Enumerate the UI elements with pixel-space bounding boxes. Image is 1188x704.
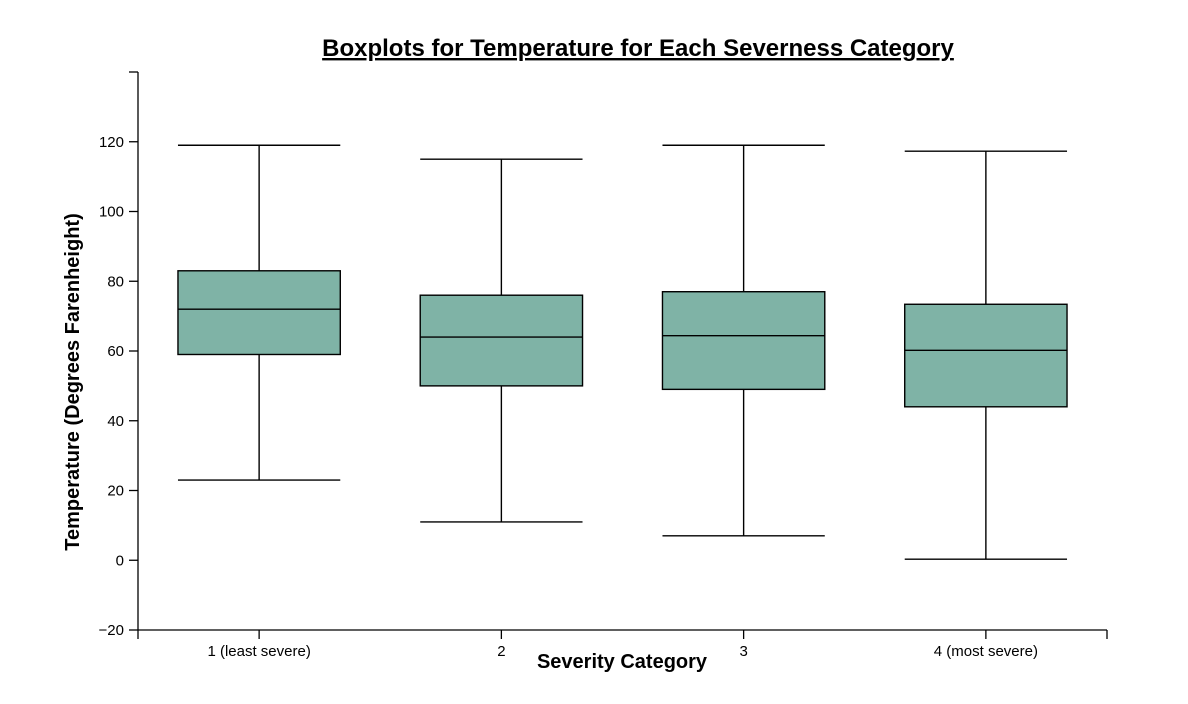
iqr-box	[661, 291, 826, 391]
chart-title: Boxplots for Temperature for Each Severn…	[322, 35, 954, 62]
box-group	[419, 158, 584, 523]
y-tick-label: 0	[116, 552, 124, 569]
y-axis-title: Temperature (Degrees Farenheight)	[62, 213, 84, 551]
y-tick-label: 20	[107, 483, 124, 500]
box-group	[904, 150, 1068, 560]
x-tick-label: 3	[739, 643, 747, 660]
x-axis: 1 (least severe) 2 3 4 (most severe)	[137, 629, 1108, 660]
iqr-box	[419, 294, 584, 387]
iqr-box	[904, 303, 1068, 408]
boxes	[177, 144, 1068, 560]
y-tick-label: 60	[107, 343, 124, 360]
y-tick-label: −20	[99, 622, 124, 639]
y-tick-label: 120	[99, 134, 124, 151]
box-group	[177, 144, 341, 481]
y-axis: −20 0 20 40 60 80 100 120	[99, 71, 139, 639]
x-tick-label: 2	[497, 643, 505, 660]
y-tick-label: 80	[107, 273, 124, 290]
iqr-box	[177, 270, 341, 356]
y-tick-label: 100	[99, 204, 124, 221]
x-tick-label: 1 (least severe)	[207, 643, 310, 660]
x-tick-label: 4 (most severe)	[934, 643, 1038, 660]
box-group	[661, 144, 826, 537]
y-tick-label: 40	[107, 413, 124, 430]
x-axis-title: Severity Category	[537, 651, 708, 673]
